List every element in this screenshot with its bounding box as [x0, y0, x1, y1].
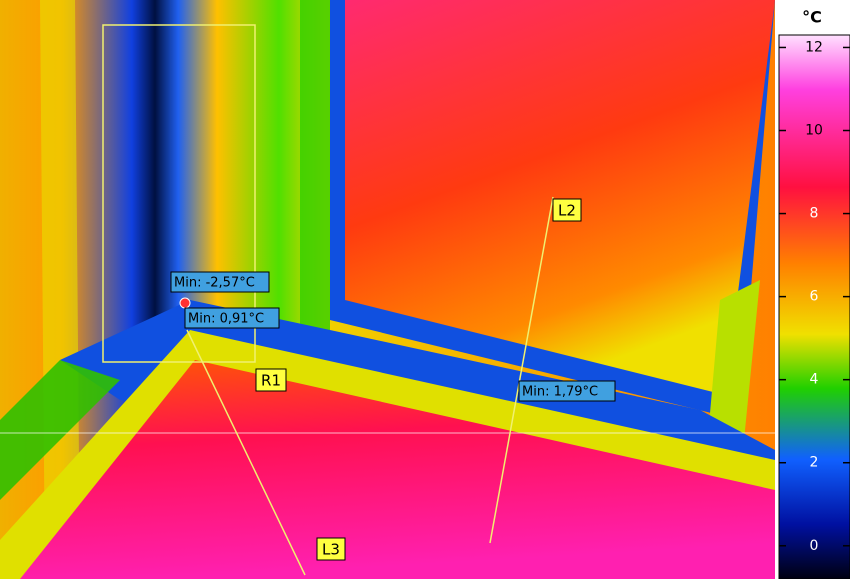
region-label: R1: [261, 372, 281, 390]
scale-unit: °C: [802, 8, 822, 27]
line-label: L2: [558, 202, 576, 220]
tick-label: 0: [810, 538, 819, 554]
page: Min: -2,57°C Min: 0,91°C Min: 1,79°C R1 …: [0, 0, 850, 579]
thermal-image: [0, 0, 775, 579]
tick-label: 4: [810, 372, 819, 388]
measurement-label: Min: 0,91°C: [188, 312, 264, 327]
thermal-view: Min: -2,57°C Min: 0,91°C Min: 1,79°C R1 …: [0, 0, 850, 579]
measurement-label: Min: -2,57°C: [174, 276, 255, 291]
tick-label: 10: [805, 123, 823, 139]
tick-label: 12: [805, 39, 823, 55]
measurement-label: Min: 1,79°C: [522, 385, 598, 400]
color-scale: °C 0 2 4 6 8 10 12: [775, 0, 850, 579]
tick-label: 8: [810, 206, 819, 222]
line-label: L3: [322, 541, 340, 559]
scale-bar: [779, 35, 850, 579]
tick-label: 6: [810, 289, 819, 305]
min-marker: [180, 298, 190, 308]
tick-label: 2: [810, 455, 819, 471]
